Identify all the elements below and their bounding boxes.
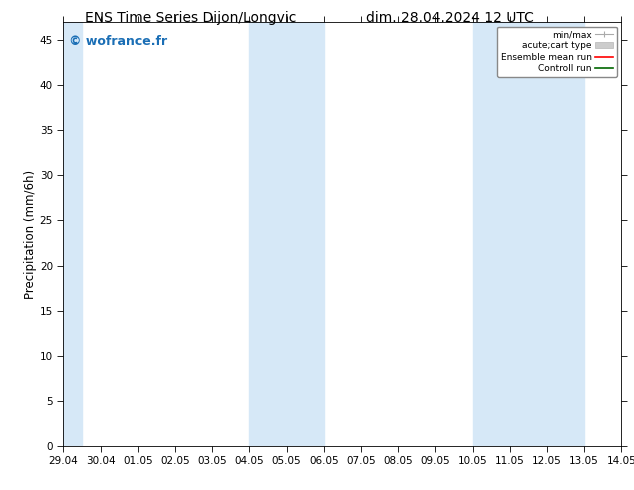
Text: © wofrance.fr: © wofrance.fr (69, 35, 167, 48)
Legend: min/max, acute;cart type, Ensemble mean run, Controll run: min/max, acute;cart type, Ensemble mean … (497, 26, 617, 76)
Y-axis label: Precipitation (mm/6h): Precipitation (mm/6h) (24, 170, 37, 298)
Bar (249, 22, 324, 446)
Text: ENS Time Series Dijon/Longvic: ENS Time Series Dijon/Longvic (84, 11, 296, 25)
Bar (63, 22, 82, 446)
Bar (472, 22, 584, 446)
Text: dim. 28.04.2024 12 UTC: dim. 28.04.2024 12 UTC (366, 11, 534, 25)
